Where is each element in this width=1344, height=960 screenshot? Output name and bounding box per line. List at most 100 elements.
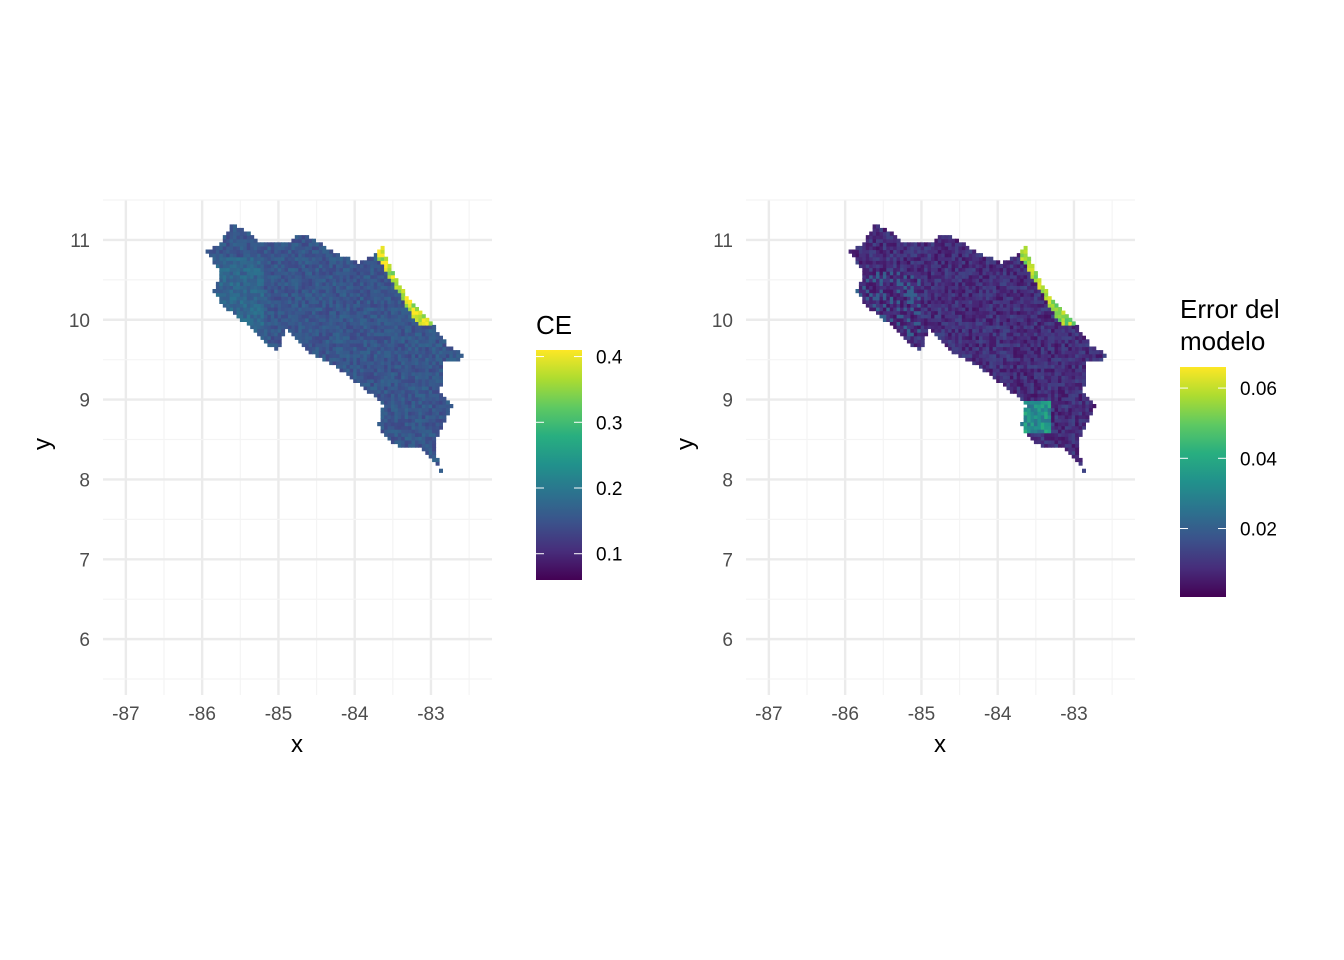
raster-cell [999,346,1004,351]
raster-cell [397,310,402,315]
raster-cell [277,324,282,330]
raster-cell [366,371,371,376]
raster-cell [236,292,241,297]
raster-cell [903,271,908,276]
raster-cell [1009,375,1014,380]
raster-cell [1047,414,1052,419]
raster-cell [215,245,220,251]
raster-cell [1023,289,1028,294]
raster-cell [886,314,891,319]
raster-cell [992,368,997,373]
raster-cell [1040,324,1045,330]
raster-cell [1009,267,1014,272]
raster-cell [948,242,953,247]
raster-cell [1030,339,1035,344]
raster-cell [322,342,327,348]
raster-cell [377,339,382,344]
raster-cell [872,256,877,261]
raster-cell [1003,360,1007,366]
raster-cell [1061,407,1066,412]
raster-cell [996,285,1001,290]
raster-cell [876,310,880,315]
raster-cell [934,307,939,312]
raster-cell [322,303,327,308]
raster-cell [999,335,1004,340]
raster-cell [1037,422,1042,427]
raster-cell [1068,328,1073,333]
raster-cell [387,303,392,308]
raster-cell [913,281,918,286]
raster-cell [260,249,265,254]
raster-cell [1075,414,1080,419]
raster-cell [1040,285,1045,290]
raster-cell [428,436,433,441]
raster-cell [312,314,316,319]
raster-cell [404,386,409,391]
raster-cell [418,429,423,434]
raster-cell [233,263,237,269]
raster-cell [865,274,870,279]
raster-cell [322,324,327,330]
raster-cell [900,292,905,297]
raster-cell [958,253,963,258]
raster-cell [390,411,395,416]
raster-cell [1064,439,1069,445]
colorbar-legend: Error del modelo 0.020.040.06 [1180,294,1280,597]
raster-cell [401,317,406,322]
raster-cell [1068,400,1073,405]
raster-cell [1040,393,1045,398]
raster-cell [975,274,980,279]
raster-cell [236,281,241,286]
raster-cell [1020,263,1025,269]
raster-cell [1009,285,1014,290]
raster-cell [1033,328,1038,333]
raster-cell [373,393,378,398]
raster-cell [339,267,344,272]
raster-cell [1061,375,1066,380]
raster-cell [1058,353,1062,358]
raster-cell [318,253,323,258]
raster-cell [1030,425,1035,430]
raster-cell [979,335,983,340]
raster-cell [349,350,354,355]
raster-cell [415,382,419,387]
raster-cell [1075,436,1080,441]
raster-cell [893,307,898,312]
raster-cell [1013,307,1018,312]
raster-cell [1051,328,1056,333]
raster-cell [336,256,340,261]
raster-cell [301,335,306,340]
raster-cell [955,267,959,272]
raster-cell [1051,393,1056,398]
raster-cell [1054,429,1059,434]
raster-cell [390,425,395,430]
raster-cell [1071,339,1076,344]
raster-cell [958,328,963,333]
raster-cell [968,332,973,337]
raster-cell [979,328,983,333]
raster-cell [363,332,368,337]
raster-cell [934,310,939,315]
raster-cell [944,235,949,240]
raster-cell [1016,375,1021,380]
raster-cell [384,307,389,312]
raster-map [848,224,1107,473]
raster-cell [346,350,351,355]
raster-cell [277,314,282,319]
raster-cell [1027,278,1032,283]
raster-cell [236,303,241,308]
raster-cell [425,375,430,380]
raster-cell [955,310,959,315]
raster-cell [862,245,867,251]
raster-cell [329,335,334,340]
raster-cell [428,422,433,427]
raster-cell [212,289,217,294]
raster-cell [1037,393,1042,398]
raster-cell [277,342,282,348]
raster-cell [394,429,399,434]
y-axis-title: y [672,438,699,450]
raster-cell [1023,422,1028,427]
raster-cell [999,263,1004,269]
raster-cell [322,263,327,269]
raster-cell [401,414,406,419]
